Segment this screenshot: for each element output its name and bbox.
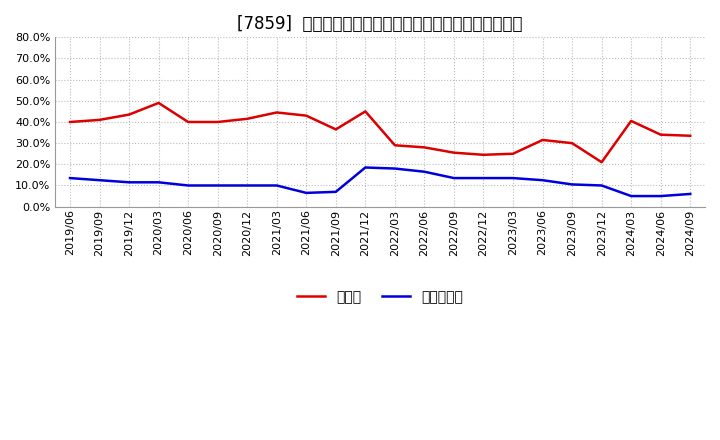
現預金 [657,132,665,137]
現預金 [213,119,222,125]
現預金 [125,112,133,117]
有利子負債 [302,190,310,195]
Line: 有利子負債: 有利子負債 [70,168,690,196]
現預金 [390,143,399,148]
有利子負債 [361,165,369,170]
現預金 [420,145,428,150]
現預金 [361,109,369,114]
現預金 [302,113,310,118]
現預金 [568,140,577,146]
Line: 現預金: 現預金 [70,103,690,162]
有利子負債 [243,183,251,188]
有利子負債 [539,178,547,183]
有利子負債 [95,178,104,183]
現預金 [154,100,163,106]
有利子負債 [657,194,665,199]
現預金 [184,119,192,125]
現預金 [243,116,251,121]
現預金 [539,137,547,143]
有利子負債 [480,176,488,181]
現預金 [66,119,74,125]
有利子負債 [568,182,577,187]
有利子負債 [627,194,636,199]
有利子負債 [154,180,163,185]
有利子負債 [66,176,74,181]
有利子負債 [420,169,428,174]
有利子負債 [449,176,458,181]
有利子負債 [272,183,281,188]
有利子負債 [390,166,399,171]
現預金 [331,127,340,132]
Legend: 現預金, 有利子負債: 現預金, 有利子負債 [292,285,469,310]
現預金 [627,118,636,124]
現預金 [686,133,695,139]
有利子負債 [184,183,192,188]
現預金 [272,110,281,115]
現預金 [509,151,518,156]
有利子負債 [509,176,518,181]
現預金 [449,150,458,155]
有利子負債 [686,191,695,197]
現預金 [95,117,104,122]
有利子負債 [598,183,606,188]
有利子負債 [213,183,222,188]
現預金 [598,160,606,165]
有利子負債 [125,180,133,185]
Title: [7859]  現預金、有利子負債の総資産に対する比率の推移: [7859] 現預金、有利子負債の総資産に対する比率の推移 [238,15,523,33]
有利子負債 [331,189,340,194]
現預金 [480,152,488,158]
